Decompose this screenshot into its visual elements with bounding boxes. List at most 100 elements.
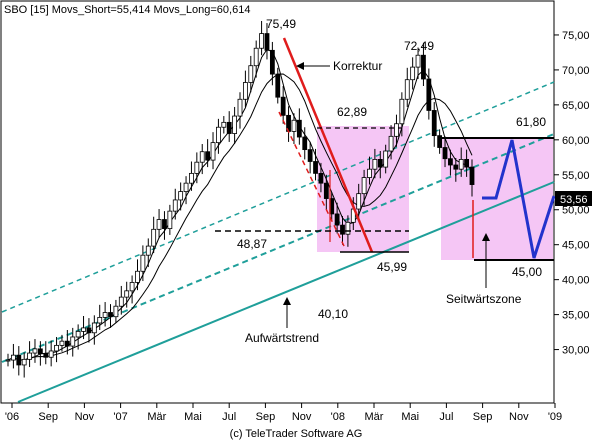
candle-body bbox=[242, 82, 248, 100]
footer-copyright: (c) TeleTrader Software AG bbox=[230, 428, 363, 440]
candle-body bbox=[43, 353, 49, 358]
candle-body bbox=[280, 96, 286, 116]
candle-body bbox=[16, 354, 22, 366]
candle-body bbox=[124, 290, 130, 298]
candle-body bbox=[334, 213, 340, 226]
y-tick-label: 65,00 bbox=[562, 100, 590, 112]
candle-body bbox=[313, 161, 318, 174]
trend-line-upper bbox=[1, 81, 555, 313]
candle-body bbox=[296, 119, 302, 138]
candle-body bbox=[86, 327, 92, 334]
y-tick-label: 40,00 bbox=[562, 275, 590, 287]
forecast-zigzag bbox=[482, 139, 556, 259]
last-price-box bbox=[555, 191, 592, 206]
candle-body bbox=[372, 159, 378, 170]
candle-body bbox=[108, 312, 113, 318]
candle-body bbox=[54, 344, 59, 352]
candle-body bbox=[199, 151, 205, 163]
y-tick-label: 70,00 bbox=[562, 65, 590, 77]
label-45-99: 45,99 bbox=[377, 260, 407, 274]
candle-body bbox=[189, 172, 194, 184]
candle-body bbox=[151, 228, 157, 247]
x-tick-label: Nov bbox=[75, 411, 95, 423]
candle-body bbox=[205, 151, 211, 161]
y-tick-label: 50,00 bbox=[562, 205, 590, 217]
y-tick-label: 45,00 bbox=[562, 240, 590, 252]
x-tick-label: Nov bbox=[292, 411, 312, 423]
candle-body bbox=[431, 110, 437, 137]
candle-body bbox=[140, 254, 146, 272]
candle-body bbox=[178, 191, 184, 201]
candle-body bbox=[221, 121, 227, 128]
seitwaertszone-arrow-head bbox=[482, 233, 490, 241]
candle-body bbox=[448, 158, 453, 166]
x-tick-label: Sep bbox=[38, 411, 58, 423]
y-axis: 30,00 35,00 40,00 45,00 50,00 55,00 60,00 65,00… bbox=[554, 30, 590, 357]
candle-body bbox=[356, 193, 362, 210]
moving-average-long bbox=[7, 73, 473, 361]
candle-body bbox=[145, 245, 151, 256]
candle-body bbox=[167, 210, 173, 230]
x-tick-label: Jul bbox=[222, 411, 236, 423]
candle-body bbox=[269, 49, 275, 75]
candle-body bbox=[394, 123, 399, 137]
x-tick-label: Mai bbox=[184, 411, 202, 423]
candle-body bbox=[388, 135, 394, 152]
candle-body bbox=[91, 322, 97, 334]
label-61-80: 61,80 bbox=[516, 115, 546, 129]
candle-body bbox=[248, 65, 254, 83]
candle-body bbox=[118, 296, 124, 307]
candle-body bbox=[232, 115, 238, 134]
last-price-label: 53,56 bbox=[560, 194, 588, 206]
label-72-49: 72,49 bbox=[404, 39, 434, 53]
candle-body bbox=[410, 66, 416, 81]
y-tick-label: 75,00 bbox=[562, 30, 590, 42]
candle-body bbox=[75, 330, 81, 338]
correction-line-dashed bbox=[278, 111, 346, 249]
x-tick-label: '08 bbox=[331, 411, 345, 423]
candle-body bbox=[27, 352, 32, 360]
x-axis: '06 Sep Nov '07 Mär Mai Jul Sep Nov '08 Mär Mai Jul S… bbox=[5, 403, 562, 423]
label-62-89: 62,89 bbox=[337, 105, 367, 119]
candle-body bbox=[404, 79, 410, 100]
candle-body bbox=[458, 159, 464, 170]
x-tick-label: Mär bbox=[147, 411, 166, 423]
candle-body bbox=[464, 159, 470, 168]
candle-body bbox=[340, 224, 345, 235]
candle-body bbox=[64, 340, 70, 347]
label-40-10: 40,10 bbox=[318, 307, 348, 321]
candle-body bbox=[307, 149, 313, 162]
correction-line bbox=[282, 37, 374, 253]
y-tick-label: 35,00 bbox=[562, 310, 590, 322]
label-korrektur: Korrektur bbox=[333, 59, 382, 73]
candle-body bbox=[253, 47, 259, 67]
candle-body bbox=[97, 317, 103, 324]
label-seitwaertszone: Seitwärtszone bbox=[446, 292, 522, 306]
candle-body bbox=[318, 172, 324, 184]
candle-body bbox=[415, 54, 421, 68]
candle-body bbox=[48, 350, 54, 358]
candle-body bbox=[10, 354, 16, 361]
candles bbox=[5, 20, 475, 378]
candle-body bbox=[172, 199, 178, 212]
label-48-87: 48,87 bbox=[237, 237, 267, 251]
candle-body bbox=[81, 327, 86, 332]
candle-body bbox=[183, 182, 189, 192]
x-tick-label: Sep bbox=[256, 411, 276, 423]
candle-body bbox=[59, 340, 65, 346]
candle-body bbox=[367, 168, 372, 178]
y-tick-label: 30,00 bbox=[562, 345, 590, 357]
candle-body bbox=[361, 177, 367, 195]
x-tick-label: '07 bbox=[113, 411, 127, 423]
candle-body bbox=[421, 54, 426, 80]
candle-body bbox=[323, 182, 329, 199]
x-tick-label: '06 bbox=[5, 411, 19, 423]
candle-body bbox=[226, 121, 232, 134]
candle-body bbox=[264, 33, 270, 51]
candle-body bbox=[102, 312, 108, 318]
candle-body bbox=[194, 161, 200, 174]
candle-body bbox=[426, 78, 432, 111]
candle-body bbox=[129, 282, 135, 292]
y-tick-label: 60,00 bbox=[562, 135, 590, 147]
